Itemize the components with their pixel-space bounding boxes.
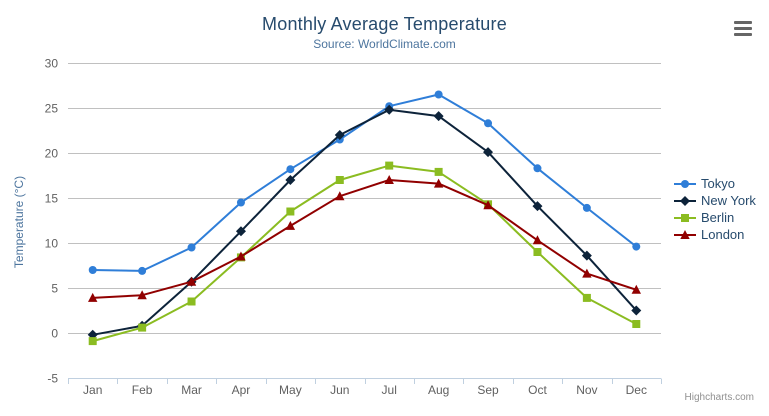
credits-link[interactable]: Highcharts.com (684, 392, 754, 403)
series-new-york[interactable] (87, 104, 642, 340)
legend-item-berlin[interactable]: Berlin (674, 211, 756, 224)
export-menu-button[interactable] (734, 21, 752, 36)
legend-item-tokyo[interactable]: Tokyo (674, 177, 756, 190)
chart-subtitle: Source: WorldClimate.com (313, 37, 456, 51)
legend-label: Berlin (701, 210, 735, 225)
y-tick-label: -5 (47, 372, 58, 386)
y-tick-label: 0 (51, 327, 58, 341)
series-tokyo[interactable] (88, 90, 641, 275)
x-tick-label: Jun (330, 383, 349, 397)
legend-label: New York (701, 193, 756, 208)
hamburger-menu-icon (734, 33, 752, 36)
y-tick-label: 5 (51, 282, 58, 296)
legend-label: London (701, 227, 745, 242)
x-tick-label: Nov (576, 383, 597, 397)
x-tick-label: Aug (428, 383, 449, 397)
y-axis-title: Temperature (°C) (12, 175, 26, 269)
hamburger-menu-icon (734, 27, 752, 30)
x-tick-label: Feb (132, 383, 153, 397)
x-tick-label: Oct (528, 383, 547, 397)
x-tick-label: Jan (83, 383, 102, 397)
x-tick-label: Jul (382, 383, 397, 397)
x-tick-label: Sep (477, 383, 499, 397)
hamburger-menu-icon (734, 21, 752, 24)
y-tick-label: 15 (45, 192, 59, 206)
y-tick-label: 20 (45, 147, 59, 161)
x-tick-label: Apr (232, 383, 251, 397)
square-marker-icon (674, 213, 696, 222)
y-tick-label: 10 (45, 237, 59, 251)
legend-item-london[interactable]: London (674, 228, 756, 241)
circle-marker-icon (674, 179, 696, 188)
series-london[interactable] (88, 175, 641, 302)
x-tick-label: May (279, 383, 302, 397)
x-tick-label: Mar (181, 383, 202, 397)
triangle-marker-icon (674, 229, 696, 239)
diamond-marker-icon (674, 195, 696, 206)
legend-label: Tokyo (701, 176, 735, 191)
legend-item-new-york[interactable]: New York (674, 194, 756, 207)
chart-title: Monthly Average Temperature (262, 14, 507, 34)
x-tick-label: Dec (626, 383, 647, 397)
legend: Tokyo New York Berlin London (674, 177, 756, 241)
y-tick-label: 30 (45, 57, 59, 71)
y-tick-label: 25 (45, 102, 59, 116)
